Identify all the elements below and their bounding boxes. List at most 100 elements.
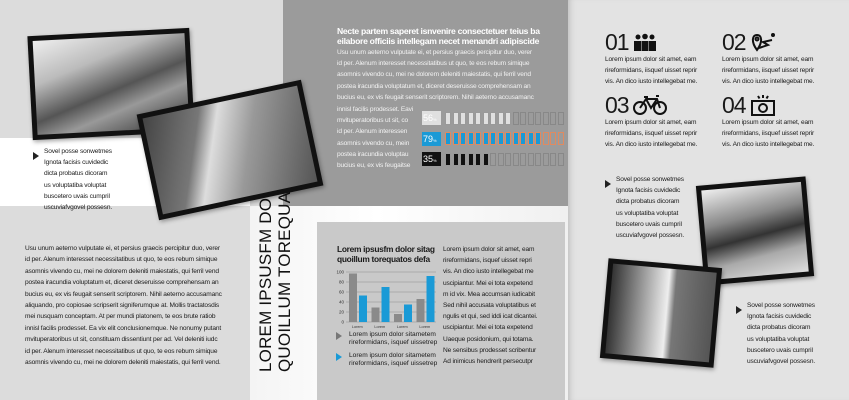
middle-lower-block — [317, 222, 565, 400]
progress-segment — [467, 132, 474, 145]
feature-number: 02 — [722, 29, 747, 55]
x-tick-label: Lorem — [419, 325, 430, 329]
progress-segment — [452, 111, 459, 125]
progress-segment — [475, 152, 481, 166]
progress-segment — [482, 111, 489, 125]
progress-segment — [445, 132, 451, 145]
bar — [426, 276, 435, 322]
progress-segment — [535, 132, 541, 145]
progress-segment — [505, 152, 511, 166]
chart-bullet: Lorem ipsum dolor sitametem rireformidans… — [336, 352, 437, 373]
bullet-arrow-icon — [336, 332, 342, 340]
progress-segment — [542, 152, 549, 166]
progress-segment — [557, 132, 564, 145]
right-bullet-1: Sovel posse sonwetmes Ignota facisis cuvi… — [616, 176, 685, 240]
progress-badge: 35% — [422, 152, 441, 166]
bar — [381, 287, 390, 322]
y-tick-label: 40 — [339, 300, 345, 305]
progress-segment — [512, 111, 519, 125]
bullet-arrow-icon — [33, 152, 39, 160]
progress-segment — [467, 111, 474, 125]
progress-segment — [490, 132, 496, 145]
middle-top-block — [283, 0, 568, 206]
feature-text: Lorem ipsum dolor sit amet, eam rireformi… — [722, 56, 815, 86]
map-route-icon — [750, 32, 776, 52]
feature-text: Lorem ipsum dolor sit amet, eam rireformi… — [722, 119, 815, 149]
progress-segment — [520, 132, 526, 145]
progress-segment — [497, 111, 504, 125]
spine-title: LOREM IPSUSFM DOL QUOILLUM TOREQUA — [256, 188, 294, 372]
people-icon — [633, 33, 657, 51]
progress-segment — [512, 152, 519, 166]
bullet-arrow-icon — [605, 180, 611, 188]
progress-segment — [542, 132, 549, 145]
progress-segment — [527, 152, 534, 166]
right-bullet-2: Sovel posse sonwetmes Ignota facisis cuvi… — [747, 302, 816, 366]
progress-segment — [497, 152, 504, 166]
progress-segment — [467, 152, 474, 166]
bar — [371, 307, 380, 322]
bar — [349, 273, 357, 322]
bar-chart: 0 20 40 60 80 100 Lorem Lorem Lorem Lorem — [336, 270, 436, 329]
feature-number: 04 — [722, 92, 747, 118]
chart-bullets: Lorem ipsum dolor sitametem rireformidans… — [336, 331, 437, 373]
feature-text: Lorem ipsum dolor sit amet, eam rireformi… — [605, 56, 698, 86]
feature-number: 03 — [605, 92, 630, 118]
progress-row: 35% — [422, 152, 565, 166]
bar — [404, 304, 412, 322]
progress-segment — [445, 111, 451, 125]
bullet-arrow-icon — [736, 306, 742, 314]
chart-bullet: Lorem ipsum dolor sitametem rireformidans… — [336, 331, 437, 352]
progress-segment — [475, 132, 481, 145]
progress-segment — [557, 111, 564, 125]
bar — [394, 314, 402, 322]
y-tick-label: 20 — [339, 310, 345, 315]
progress-segment — [490, 152, 496, 166]
y-tick-label: 0 — [341, 320, 344, 325]
y-tick-label: 100 — [336, 270, 344, 275]
progress-segment — [542, 111, 549, 125]
photo-water — [599, 258, 723, 368]
y-tick-label: 60 — [339, 290, 345, 295]
bicycle-icon — [632, 95, 667, 115]
progress-segment — [527, 132, 534, 145]
progress-segment — [445, 152, 451, 166]
progress-segment — [520, 152, 526, 166]
middle-narrow-paragraph: innisl facilis prodesset. Eavi mvituperat… — [337, 106, 414, 170]
progress-segment — [550, 111, 556, 125]
progress-segment — [520, 111, 526, 125]
feature-item: 02 Lorem ipsum dolor sit amet, eam rirefor… — [722, 30, 814, 88]
progress-badge: 79% — [422, 131, 441, 146]
progress-segment — [452, 152, 459, 166]
progress-segment — [557, 152, 564, 166]
progress-segment — [475, 111, 481, 125]
middle-title: Necte partem saperet isnvenire consectet… — [337, 26, 540, 46]
progress-segment — [497, 132, 504, 145]
bullet-arrow-icon — [336, 353, 342, 361]
middle-paragraph: Usu unum aeterno vulputate ei, et persiu… — [337, 49, 534, 101]
x-tick-label: Lorem — [397, 325, 408, 329]
progress-segment — [482, 152, 489, 166]
feature-text: Lorem ipsum dolor sit amet, eam rireformi… — [605, 119, 698, 149]
camera-icon — [750, 94, 776, 116]
progress-row: 79% — [422, 131, 565, 146]
bar — [359, 295, 367, 322]
progress-segment — [535, 111, 541, 125]
progress-segment — [550, 152, 556, 166]
feature-item: 01 Lorem ipsum dolor sit amet, eam rirefor… — [605, 30, 697, 88]
progress-segment — [505, 111, 511, 125]
left-bullet-text: Sovel posse sonwetmes Ignota facisis cuvi… — [44, 148, 113, 212]
progress-segment — [452, 132, 459, 145]
x-tick-label: Lorem — [352, 325, 363, 329]
middle-column-text: Lorem ipsum dolor sit amet, eam rireformi… — [443, 246, 538, 366]
progress-segment — [490, 111, 496, 125]
progress-segment — [512, 132, 519, 145]
progress-segment — [550, 132, 556, 145]
progress-segment — [460, 111, 466, 125]
progress-bars: 56% 79% 35% — [422, 111, 565, 173]
progress-segment — [460, 132, 466, 145]
progress-row: 56% — [422, 111, 565, 125]
progress-segment — [527, 111, 534, 125]
progress-segment — [460, 152, 466, 166]
progress-segment — [535, 152, 541, 166]
